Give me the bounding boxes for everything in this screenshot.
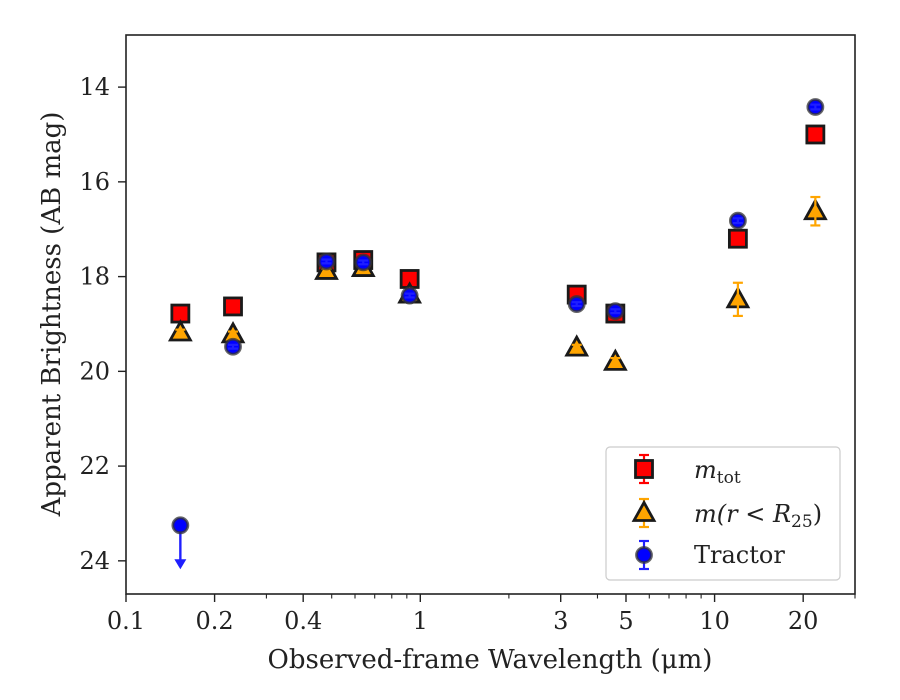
- x-tick-label: 3: [553, 607, 568, 635]
- mr25-point-7: [725, 281, 751, 318]
- x-tick-label: 20: [788, 607, 819, 635]
- tractor-point-6: [606, 302, 625, 321]
- mr25-point-8: [802, 195, 828, 227]
- tractor-point-1: [224, 337, 242, 356]
- tractor-error-bar: [610, 308, 621, 315]
- mr25-error-bar: [810, 195, 821, 227]
- mtot-point-1: [223, 296, 243, 317]
- legend-label-tractor: Tractor: [694, 541, 785, 569]
- legend-marker-mtot: [634, 453, 654, 485]
- mtot-point-8: [805, 124, 826, 145]
- tractor-error-bar: [358, 259, 369, 266]
- tractor-point-7: [728, 211, 747, 230]
- tractor-point-5: [567, 295, 586, 313]
- tractor-error-bar: [228, 343, 239, 350]
- mr25-error-bar: [732, 281, 743, 318]
- legend-symbol-tractor: [635, 546, 653, 564]
- y-tick-label: 22: [79, 452, 110, 480]
- tractor-error-bar: [404, 292, 415, 299]
- mr25-error-bar: [175, 328, 186, 337]
- mr25-error-bar: [610, 356, 621, 367]
- tractor-error-bar: [732, 217, 743, 225]
- y-tick-label: 18: [79, 263, 110, 291]
- y-axis-label: Apparent Brightness (AB mag): [37, 112, 67, 518]
- legend-entry-tractor: Tractor: [635, 539, 785, 571]
- x-tick-label: 10: [699, 607, 730, 635]
- tractor-point-0: [171, 516, 190, 570]
- x-tick-label: 5: [618, 607, 633, 635]
- mtot-error-bar: [404, 275, 415, 282]
- data-series: [167, 98, 828, 570]
- legend-entry-mtot: mtot: [634, 453, 741, 488]
- tractor-arrow-head: [174, 559, 187, 570]
- mr25-point-0: [167, 319, 193, 342]
- series-mr25: [167, 195, 828, 371]
- mtot-error-bar: [732, 235, 743, 243]
- mtot-error-bar: [810, 131, 821, 138]
- legend-label-mr25: m(r < R25): [694, 500, 822, 532]
- tractor-marker: [171, 516, 190, 535]
- legend-marker-tractor: [635, 539, 653, 571]
- tractor-point-4: [400, 286, 419, 305]
- y-tick-label: 24: [79, 547, 110, 575]
- axis-ticks: 0.1 0.2 0.4 1 3 5 10 20 14 16 18 20 22 24: [79, 73, 856, 635]
- y-tick-label: 14: [79, 73, 110, 101]
- mtot-error-bar: [228, 302, 239, 310]
- mr25-point-6: [602, 348, 628, 371]
- y-tick-label: 16: [79, 168, 110, 196]
- tractor-error-bar: [321, 258, 332, 265]
- tractor-point-2: [317, 252, 336, 271]
- x-tick-label: 1: [413, 607, 428, 635]
- legend-symbol-mtot: [634, 459, 654, 479]
- tractor-error-bar: [571, 301, 582, 308]
- y-tick-label: 20: [79, 357, 110, 385]
- plot-frame: [125, 34, 856, 595]
- legend-entry-mr25: m(r < R25): [631, 497, 822, 532]
- tractor-point-8: [806, 98, 825, 116]
- mr25-error-bar: [228, 330, 239, 339]
- legend: mtot m(r < R25) Tractor: [605, 446, 841, 581]
- mtot-point-4: [399, 269, 420, 289]
- mr25-point-5: [564, 334, 590, 357]
- series-tractor: [171, 98, 825, 570]
- x-tick-label: 0.1: [107, 607, 145, 635]
- mr25-error-bar: [571, 343, 582, 352]
- legend-marker-mr25: [631, 497, 657, 529]
- mtot-error-bar: [175, 310, 186, 318]
- legend-symbol-mr25: [631, 499, 657, 522]
- x-tick-label: 0.4: [284, 607, 322, 635]
- legend-label-mtot: mtot: [694, 456, 741, 488]
- tractor-error-bar: [810, 103, 821, 111]
- mtot-point-7: [727, 228, 748, 249]
- x-tick-label: 0.2: [196, 607, 234, 635]
- series-mtot: [170, 124, 826, 324]
- plot-area: [125, 34, 856, 595]
- legend-box: [605, 446, 841, 581]
- x-axis-label: Observed-frame Wavelength (μm): [268, 645, 713, 675]
- tractor-point-3: [354, 253, 373, 272]
